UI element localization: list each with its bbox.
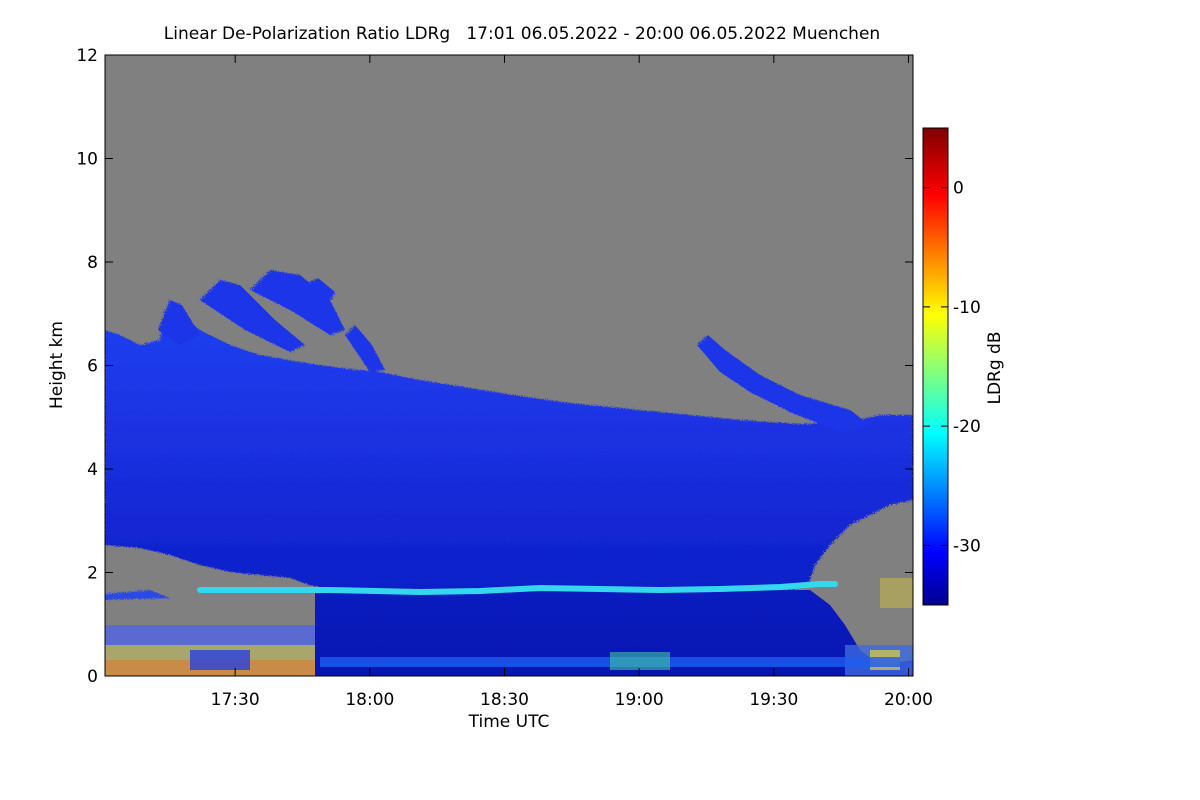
colorbar-label: LDRg dB [985,331,1005,404]
y-tick-label: 0 [87,667,98,687]
x-tick-label: 19:30 [749,690,798,710]
fall-streak-2 [200,280,305,352]
y-axis: 0 2 4 6 8 10 12 [76,46,913,687]
cloud-patch-right [697,335,870,432]
x-tick-label: 19:00 [615,690,664,710]
colorbar: 0 -10 -20 -30 LDRg dB [922,127,1005,606]
fall-streak-1 [158,300,200,345]
colorbar-ticks: 0 -10 -20 -30 [923,179,981,556]
y-tick-label: 10 [76,150,98,170]
colorbar-tick-label: -30 [953,536,981,556]
x-axis-label: Time UTC [468,712,550,732]
y-tick-label: 2 [87,564,98,584]
fall-streak-4 [345,325,385,372]
y-tick-label: 12 [76,46,98,66]
fall-streak-5 [305,278,335,302]
y-tick-label: 8 [87,253,98,273]
left-low-cloud [105,590,170,600]
surface-patch [610,652,670,670]
colorbar-tick-label: -20 [953,417,981,437]
colorbar-gradient [922,127,949,606]
plot-area [105,55,913,676]
x-tick-label: 20:00 [884,690,933,710]
y-tick-label: 4 [87,460,98,480]
y-tick-label: 6 [87,357,98,377]
near-surface-aerosol-right [845,578,913,676]
fall-streak-3 [250,270,345,335]
x-tick-label: 18:00 [345,690,394,710]
y-axis-label: Height km [47,321,67,409]
colorbar-tick-label: 0 [953,179,964,199]
x-tick-label: 17:30 [211,690,260,710]
mid-level-cloud [105,310,913,590]
near-surface-aerosol [105,625,315,676]
x-axis: 17:30 18:00 18:30 19:00 19:30 20:00 [211,55,933,710]
chart-title: Linear De-Polarization Ratio LDRg 17:01 … [164,24,880,44]
thin-layer [197,581,838,596]
colorbar-tick-label: -10 [953,298,981,318]
x-tick-label: 18:30 [480,690,529,710]
boundary-layer [315,590,913,676]
